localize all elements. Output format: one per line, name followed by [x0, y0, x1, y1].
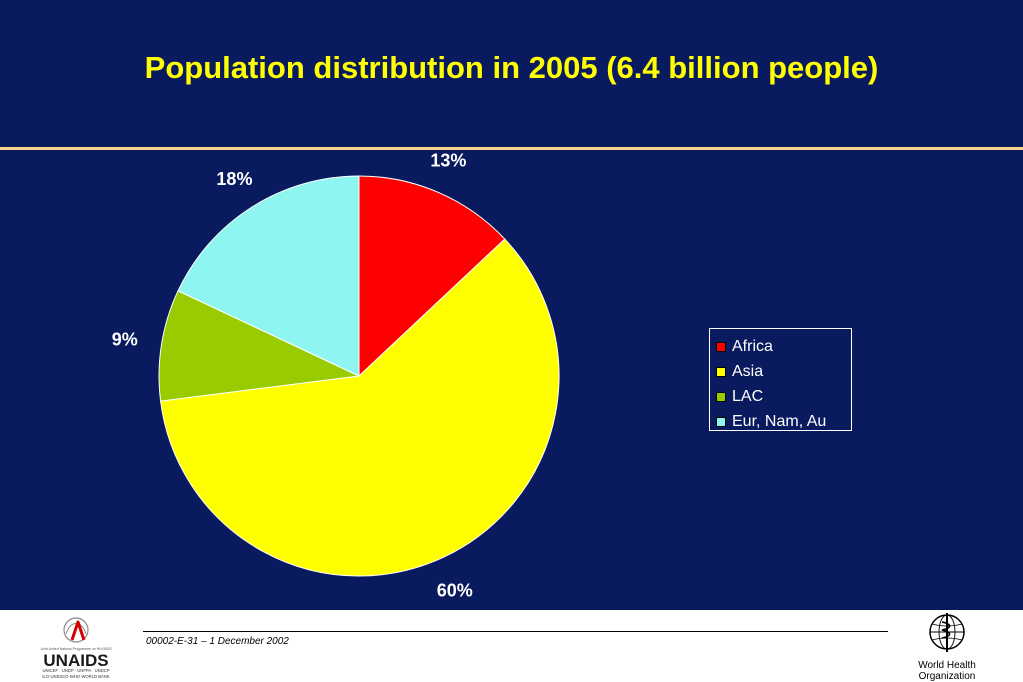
- pie-data-label: 60%: [437, 580, 473, 600]
- chart-title: Population distribution in 2005 (6.4 bil…: [144, 50, 879, 85]
- legend-label: Asia: [732, 362, 764, 380]
- who-logo: World Health Organization: [918, 613, 976, 682]
- unaids-agencies-line1: UNICEF · UNDP · UNFPA · UNDCP: [42, 668, 109, 673]
- legend-swatch-africa: [716, 341, 726, 352]
- who-name-line2: Organization: [919, 671, 976, 682]
- legend-label: LAC: [732, 387, 764, 405]
- unaids-wordmark: UNAIDS: [43, 651, 108, 670]
- pie-slice-eur-nam-au: [177, 175, 360, 377]
- pie-data-labels: 13% 60% 9% 18%: [112, 150, 473, 600]
- legend-item-africa: Africa: [716, 334, 851, 359]
- pie-data-label: 9%: [112, 330, 138, 350]
- slide-background: Population distribution in 2005 (6.4 bil…: [0, 0, 1023, 610]
- legend-label: Eur, Nam, Au: [732, 412, 827, 430]
- legend-swatch-lac: [716, 391, 726, 402]
- legend-swatch-asia: [716, 366, 726, 377]
- unaids-logo: Joint United Nations Programme on HIV/AI…: [40, 617, 112, 679]
- unaids-agencies-line2: ILO·UNESCO·WHO·WORLD BANK: [42, 674, 109, 679]
- legend-item-asia: Asia: [716, 359, 851, 384]
- title-divider: [0, 147, 1023, 150]
- pie-slice-africa: [358, 175, 506, 378]
- legend-label: Africa: [732, 337, 773, 355]
- pie-chart: 13% 60% 9% 18%: [112, 150, 560, 600]
- legend-swatch-eur-nam-au: [716, 416, 726, 427]
- legend-item-eur-nam-au: Eur, Nam, Au: [716, 409, 851, 434]
- footer-divider: [143, 631, 888, 632]
- pie-slice-asia: [160, 238, 560, 577]
- footer-reference: 00002-E-31 – 1 December 2002: [146, 636, 289, 647]
- who-name-line1: World Health: [918, 660, 976, 671]
- unaids-tagline: Joint United Nations Programme on HIV/AI…: [40, 647, 112, 651]
- chart-legend: Africa Asia LAC Eur, Nam, Au: [709, 328, 852, 431]
- pie-slice-lac: [158, 290, 361, 402]
- pie-data-label: 13%: [430, 150, 466, 170]
- pie-slices: [158, 175, 560, 577]
- pie-data-label: 18%: [216, 169, 252, 189]
- legend-item-lac: LAC: [716, 384, 851, 409]
